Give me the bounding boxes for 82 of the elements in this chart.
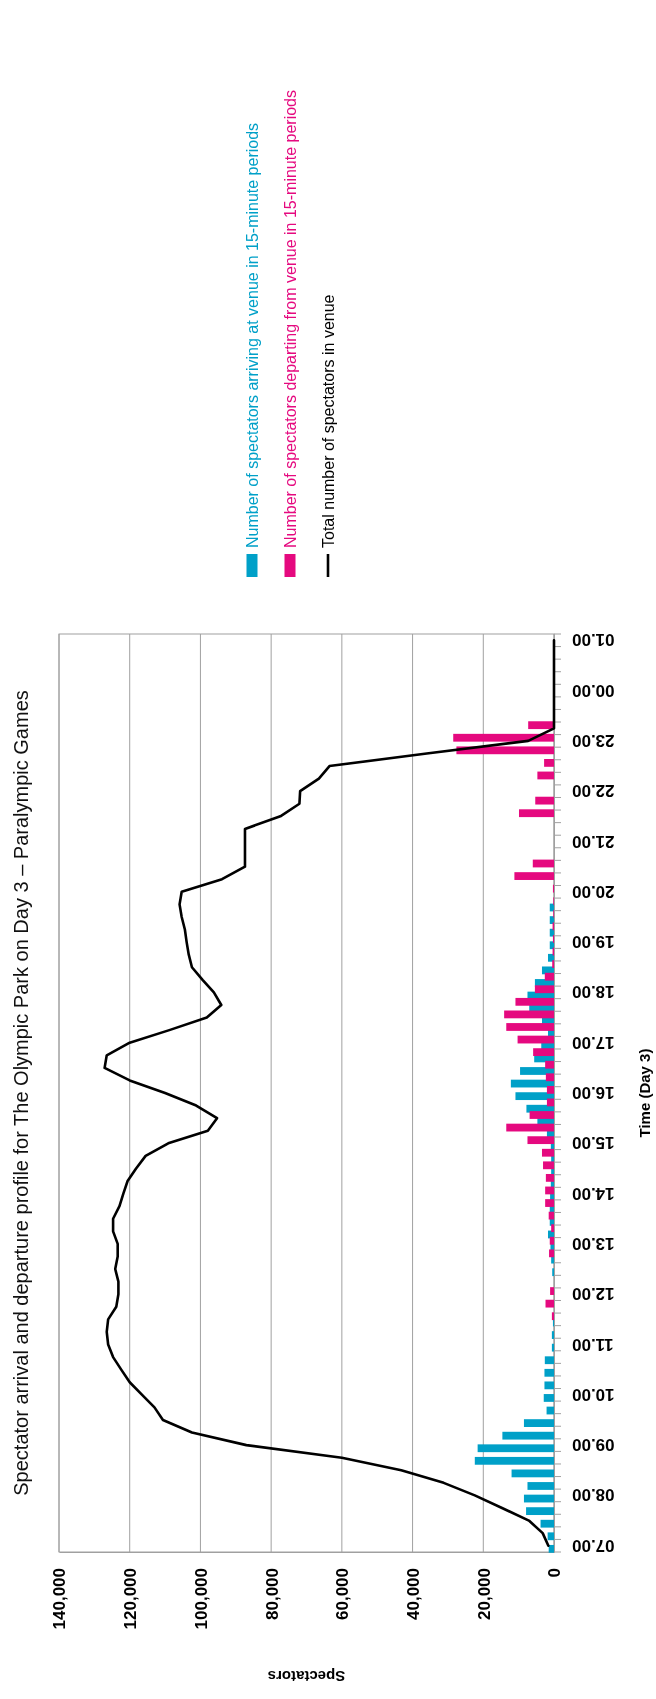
bar — [519, 809, 554, 818]
bar — [545, 1173, 554, 1182]
bar — [545, 1060, 554, 1069]
bar — [551, 1343, 554, 1352]
bar — [551, 1312, 554, 1321]
y-tick-label: 07.00 — [572, 1535, 615, 1555]
bar — [528, 721, 554, 730]
y-tick-label: 21.00 — [572, 831, 615, 851]
bar — [515, 997, 554, 1006]
y-tick-label: 15.00 — [572, 1133, 615, 1153]
bar — [549, 1236, 554, 1245]
x-tick-label: 60,000 — [333, 1568, 353, 1620]
bar — [549, 1249, 554, 1258]
text: Total number of spectators in venue — [319, 294, 337, 548]
y-tick-label: 14.00 — [572, 1183, 615, 1203]
bar — [547, 1532, 554, 1541]
y-tick-label: 17.00 — [572, 1032, 615, 1052]
bar — [527, 1482, 554, 1490]
y-tick-label: 01.00 — [572, 630, 615, 650]
y-tick-label: 20.00 — [572, 881, 615, 901]
y-tick-label: 18.00 — [572, 982, 615, 1002]
bar — [544, 759, 554, 767]
text: Number of spectators departing from venue in 15-minute periods — [281, 89, 299, 548]
bar — [535, 796, 554, 805]
bar — [543, 1394, 554, 1402]
bar — [534, 985, 554, 994]
bar — [541, 1148, 554, 1157]
bar — [515, 1092, 554, 1101]
bar — [506, 1123, 554, 1132]
bar — [506, 1023, 554, 1031]
bar — [544, 1356, 554, 1365]
bar — [540, 1519, 554, 1528]
bar — [477, 1444, 554, 1453]
bar — [551, 1331, 554, 1339]
bar — [523, 1494, 554, 1503]
y-tick-label: 19.00 — [572, 932, 615, 952]
x-tick-label: 40,000 — [404, 1568, 424, 1620]
x-tick-label: 80,000 — [262, 1568, 282, 1620]
y-tick-label: 22.00 — [572, 781, 615, 801]
y-tick-label: 12.00 — [572, 1284, 615, 1304]
bar — [526, 1507, 554, 1516]
text: Spectator arrival and departure profile for The Olympic Park on Day 3 – Paralympic Games — [10, 690, 32, 1496]
x-tick-label: 100,000 — [191, 1568, 211, 1630]
y-tick-label: 23.00 — [572, 730, 615, 750]
y-tick-label: 08.00 — [572, 1485, 615, 1505]
y-tick-label: 00.00 — [572, 680, 615, 700]
y-tick-label: 13.00 — [572, 1233, 615, 1253]
bar — [544, 972, 554, 981]
y-tick-label: 10.00 — [572, 1384, 615, 1404]
bar — [548, 1211, 554, 1220]
bar — [545, 1199, 554, 1207]
bar — [474, 1456, 554, 1465]
bar — [547, 953, 554, 962]
bar — [546, 1085, 554, 1094]
bar — [545, 1299, 554, 1308]
bar — [529, 1111, 554, 1119]
bar — [504, 1010, 554, 1019]
bar — [533, 1048, 554, 1057]
bar — [548, 1544, 554, 1553]
bar — [544, 1368, 554, 1377]
bar — [550, 1287, 554, 1295]
x-tick-label: 140,000 — [50, 1568, 70, 1630]
y-tick-label: 09.00 — [572, 1435, 615, 1455]
bar — [544, 1381, 554, 1390]
bar — [551, 1224, 554, 1233]
x-axis-title: Spectators — [267, 1668, 346, 1685]
bar — [523, 1419, 554, 1427]
bar — [545, 1073, 554, 1082]
y-tick-label: 16.00 — [572, 1083, 615, 1103]
text: Number of spectators arriving at venue in 15-minute periods — [243, 122, 261, 548]
bar — [453, 733, 554, 742]
x-tick-label: 20,000 — [474, 1568, 494, 1620]
bar — [514, 872, 554, 880]
bar — [502, 1431, 554, 1440]
bar — [537, 771, 554, 780]
y-tick-label: 11.00 — [572, 1334, 614, 1354]
x-tick-label: 0 — [545, 1568, 565, 1578]
y-axis-title: Time (Day 3) — [636, 1048, 653, 1138]
bar — [527, 1136, 554, 1145]
x-tick-label: 120,000 — [121, 1568, 141, 1630]
bar — [543, 1161, 554, 1170]
bar — [545, 1186, 554, 1195]
